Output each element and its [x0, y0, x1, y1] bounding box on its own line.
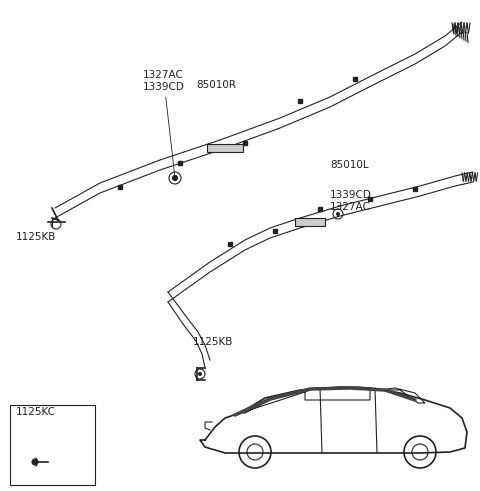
- Text: 1125KB: 1125KB: [193, 337, 233, 347]
- Bar: [295, 218, 325, 226]
- Bar: [10, 405, 95, 485]
- Text: 1327AC
1339CD: 1327AC 1339CD: [143, 70, 185, 175]
- Circle shape: [336, 212, 340, 216]
- Text: 1125KC: 1125KC: [16, 407, 56, 417]
- Text: 1339CD
1327AC: 1339CD 1327AC: [330, 191, 372, 212]
- Circle shape: [32, 459, 38, 465]
- Text: 1125KB: 1125KB: [16, 232, 56, 242]
- Circle shape: [198, 372, 202, 376]
- Circle shape: [172, 175, 178, 181]
- Text: 85010L: 85010L: [330, 160, 369, 170]
- Text: 85010R: 85010R: [196, 80, 236, 90]
- Bar: [207, 144, 243, 152]
